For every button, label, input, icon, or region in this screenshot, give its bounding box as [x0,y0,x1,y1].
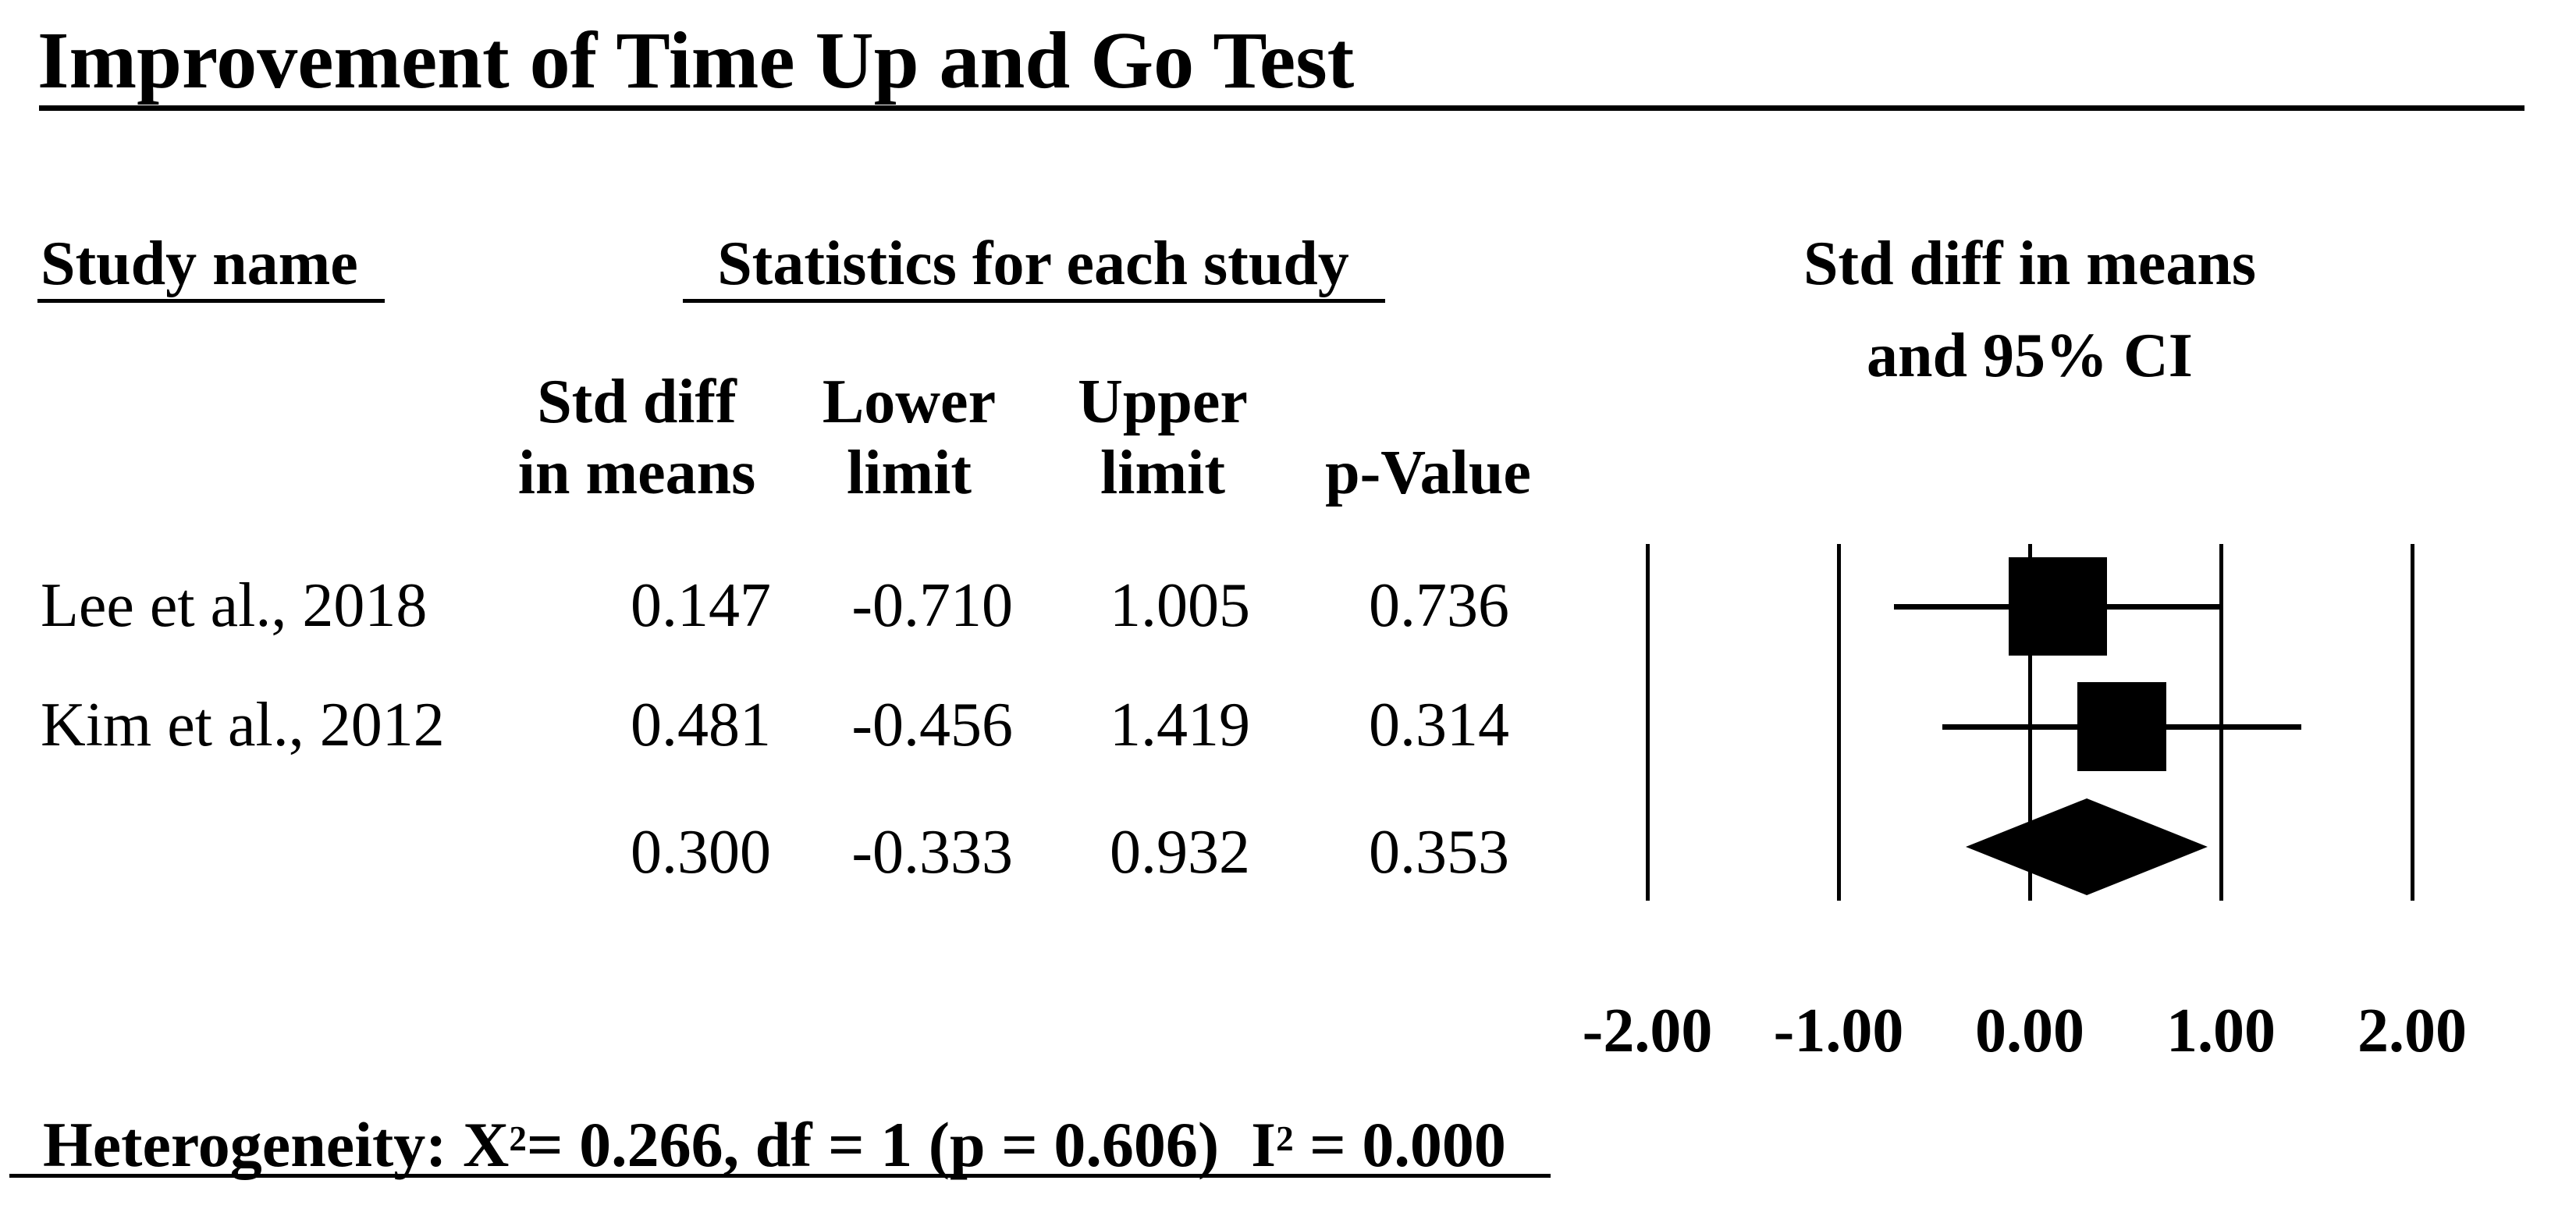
lower-limit-value: -0.710 [851,571,1013,640]
axis-gridline-0.00 [2027,544,2032,901]
subheader-lower-line2: limit [847,439,972,507]
axis-tick-label: 0.00 [1975,997,2084,1065]
p-value: 0.353 [1369,818,1509,887]
subheader-upper-line2: limit [1100,439,1225,507]
axis-gridline--2.00 [1645,544,1650,901]
axis-tick-label: -2.00 [1582,997,1713,1065]
study-name-kim: Kim et al., 2012 [41,691,445,759]
study-name-lee: Lee et al., 2018 [41,571,428,640]
summary-diamond [1966,798,2208,895]
lower-limit-value: -0.333 [851,818,1013,887]
axis-gridline-2.00 [2410,544,2414,901]
point-estimate-square-1 [2009,557,2107,656]
heterogeneity-underline [9,1174,1551,1178]
upper-limit-value: 1.419 [1110,691,1250,759]
std-diff-value: 0.300 [631,818,771,887]
chi-squared-superscript: 2 [509,1118,527,1158]
het-text-mid: = 0.266, df = 1 (p = 0.606) I [526,1109,1277,1180]
statistics-underline [683,299,1385,303]
het-text-suffix: = 0.000 [1293,1109,1506,1180]
axis-tick-label: 2.00 [2357,997,2467,1065]
subheader-upper-line1: Upper [1078,368,1248,436]
heterogeneity-note: Heterogeneity: X2= 0.266, df = 1 (p = 0.… [43,1113,1506,1177]
plot-header-line1: Std diff in means [1803,229,2257,298]
axis-gridline-1.00 [2219,544,2223,901]
std-diff-value: 0.147 [631,571,771,640]
p-value: 0.314 [1369,691,1509,759]
p-value: 0.736 [1369,571,1509,640]
plot-header-line2: and 95% CI [1867,322,2193,390]
subheader-std-diff-line2: in means [517,439,756,507]
lower-limit-value: -0.456 [851,691,1013,759]
column-header-study-name: Study name [41,229,358,298]
subheader-lower-line1: Lower [822,368,997,436]
study-name-underline [37,299,385,303]
figure-title: Improvement of Time Up and Go Test [37,16,1355,105]
title-rule [39,105,2524,111]
upper-limit-value: 0.932 [1110,818,1250,887]
std-diff-value: 0.481 [631,691,771,759]
upper-limit-value: 1.005 [1110,571,1250,640]
axis-tick-label: 1.00 [2166,997,2276,1065]
subheader-std-diff-line1: Std diff [537,368,737,436]
column-group-statistics-header: Statistics for each study [717,229,1349,298]
point-estimate-square-2 [2077,682,2166,771]
i-squared-superscript: 2 [1276,1118,1294,1158]
axis-tick-label: -1.00 [1773,997,1904,1065]
subheader-p-value: p-Value [1325,439,1531,507]
het-text-prefix: Heterogeneity: X [43,1109,510,1180]
axis-gridline--1.00 [1836,544,1841,901]
